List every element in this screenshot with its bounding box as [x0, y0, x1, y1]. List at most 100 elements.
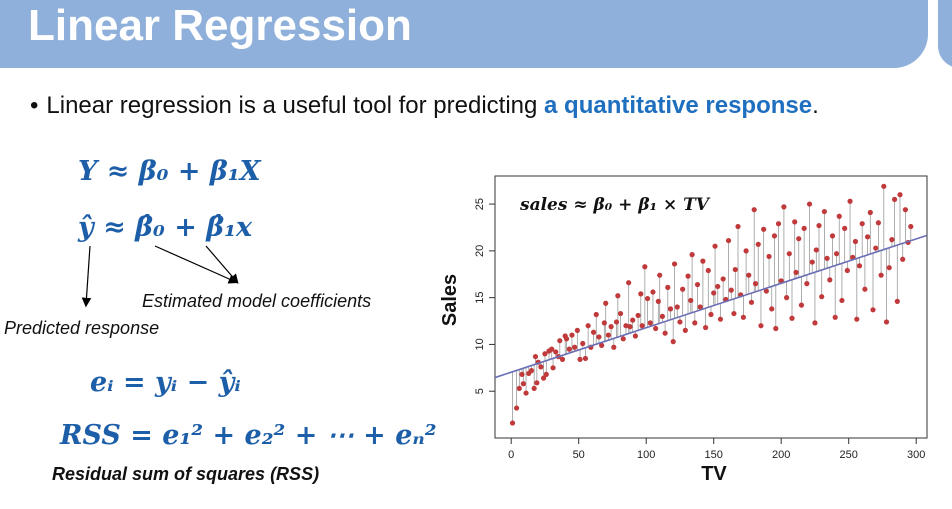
data-point — [786, 251, 792, 257]
data-point — [894, 298, 900, 304]
data-point — [623, 323, 629, 329]
data-point — [743, 248, 749, 254]
data-point — [892, 196, 898, 202]
data-point — [792, 219, 798, 225]
data-point — [781, 204, 787, 210]
data-point — [599, 342, 605, 348]
data-point — [603, 300, 609, 306]
data-point — [550, 365, 556, 371]
bullet-end: . — [812, 92, 819, 119]
title-bar-tab — [938, 0, 952, 68]
data-point — [812, 320, 818, 326]
data-point — [509, 420, 516, 426]
y-tick-label: 20 — [474, 245, 486, 257]
data-point — [697, 304, 703, 310]
data-point — [608, 324, 614, 330]
data-point — [671, 261, 678, 267]
data-point — [705, 267, 711, 274]
data-point — [711, 290, 717, 296]
y-tick-label: 10 — [474, 338, 486, 350]
data-points — [509, 183, 914, 426]
data-point — [789, 315, 795, 321]
data-point — [611, 344, 617, 350]
y-axis-label: Sales — [439, 274, 461, 326]
data-point — [667, 306, 674, 312]
data-point — [639, 323, 645, 329]
data-point — [532, 353, 539, 360]
y-tick-label: 25 — [474, 198, 486, 210]
data-point — [572, 344, 578, 350]
data-point — [655, 298, 661, 304]
data-point — [715, 283, 721, 290]
y-tick-label: 5 — [474, 388, 486, 394]
data-point — [593, 311, 599, 318]
data-point — [563, 336, 570, 342]
data-point — [680, 286, 686, 292]
x-tick-label: 200 — [772, 449, 790, 461]
data-point — [582, 355, 589, 362]
chart-formula: sales ≈ β₀ + β₁ × TV — [519, 195, 711, 215]
data-point — [773, 325, 779, 332]
data-point — [821, 208, 827, 215]
data-point — [712, 243, 718, 249]
data-point — [763, 288, 769, 294]
title-bar: Linear Regression — [0, 0, 928, 68]
data-point — [859, 221, 865, 227]
y-tick-label: 15 — [474, 292, 486, 304]
data-point — [514, 405, 520, 411]
data-point — [630, 317, 636, 323]
data-point — [836, 213, 842, 219]
x-tick-label: 300 — [907, 449, 925, 461]
data-point — [833, 251, 840, 257]
data-point — [682, 327, 688, 333]
data-point — [886, 265, 892, 271]
data-point — [543, 371, 549, 377]
data-point — [793, 269, 799, 275]
data-point — [844, 267, 850, 274]
data-point — [635, 312, 641, 319]
data-point — [829, 233, 836, 239]
rss-note: Residual sum of squares (RSS) — [52, 464, 320, 484]
data-point — [596, 334, 602, 340]
data-point — [620, 336, 626, 342]
arrow-coef-0 — [154, 245, 239, 284]
data-point — [842, 225, 848, 231]
x-axis-label: TV — [701, 463, 727, 485]
data-point — [647, 320, 653, 326]
data-point — [559, 356, 566, 362]
data-point — [531, 385, 537, 392]
data-point — [732, 266, 738, 273]
population-equation: Y ≈ β₀ + β₁X — [78, 156, 261, 187]
data-point — [847, 198, 853, 204]
data-point — [873, 245, 879, 251]
data-point — [728, 287, 734, 293]
data-point — [878, 272, 884, 278]
data-point — [801, 225, 807, 231]
data-point — [523, 390, 529, 396]
data-point — [824, 255, 830, 261]
data-point — [761, 226, 767, 232]
predicted-note: Predicted response — [4, 318, 160, 338]
data-point — [804, 281, 810, 287]
estimated-equation: ŷ ≈ β̂₀ + β̂₁x — [78, 212, 253, 243]
data-point — [813, 247, 819, 253]
data-point — [528, 368, 535, 374]
data-point — [832, 314, 838, 320]
data-point — [769, 306, 775, 312]
data-point — [740, 314, 746, 320]
data-point — [670, 339, 676, 345]
data-point — [889, 237, 895, 243]
scatter-chart: 0 50 100 150 200 250 300 5 10 15 20 25 sales ≈ β₀ +… — [439, 175, 928, 485]
data-point — [638, 291, 644, 297]
data-point — [694, 281, 701, 288]
data-point — [541, 375, 547, 381]
data-point — [746, 272, 752, 278]
data-point — [852, 238, 859, 245]
data-point — [798, 302, 805, 308]
data-point — [650, 289, 656, 295]
data-point — [605, 332, 611, 338]
data-point — [700, 258, 706, 264]
bullet-highlight: a quantitative response — [544, 92, 813, 119]
data-point — [809, 259, 815, 265]
